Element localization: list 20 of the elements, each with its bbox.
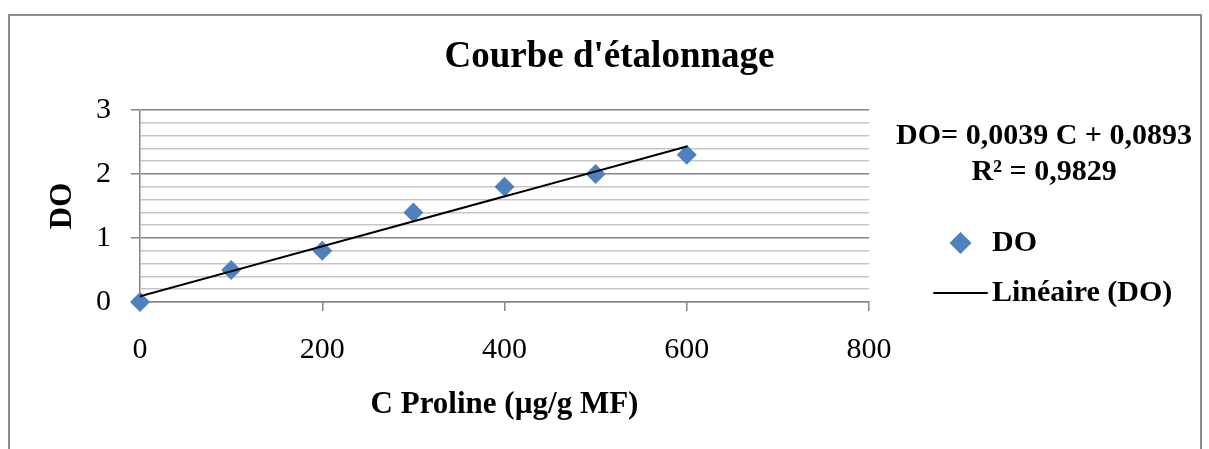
y-tick-label: 1 xyxy=(96,218,111,252)
point xyxy=(130,292,150,312)
x-axis-title: C Proline (µg/g MF) xyxy=(370,385,639,421)
chart-title: Courbe d'étalonnage xyxy=(444,33,775,75)
text: R² = 0,9829 xyxy=(971,152,1117,186)
x-tick-label: 400 xyxy=(482,330,527,364)
point xyxy=(494,176,515,197)
x-tick-label: 200 xyxy=(299,330,345,364)
y-tick-label: 2 xyxy=(96,154,111,188)
point xyxy=(676,144,697,165)
text: DO= 0,0039 C + 0,0893 xyxy=(896,116,1192,150)
point xyxy=(403,202,424,223)
y-tick-label: 0 xyxy=(96,282,111,316)
x-tick-label: 0 xyxy=(132,330,148,364)
legend-label: Linéaire (DO) xyxy=(992,273,1173,308)
x-tick-label: 600 xyxy=(664,330,710,364)
y-axis-title: DO xyxy=(42,182,78,230)
y-tick-label: 3 xyxy=(96,90,111,124)
legend-label: DO xyxy=(992,223,1037,257)
x-tick-label: 800 xyxy=(846,330,892,364)
